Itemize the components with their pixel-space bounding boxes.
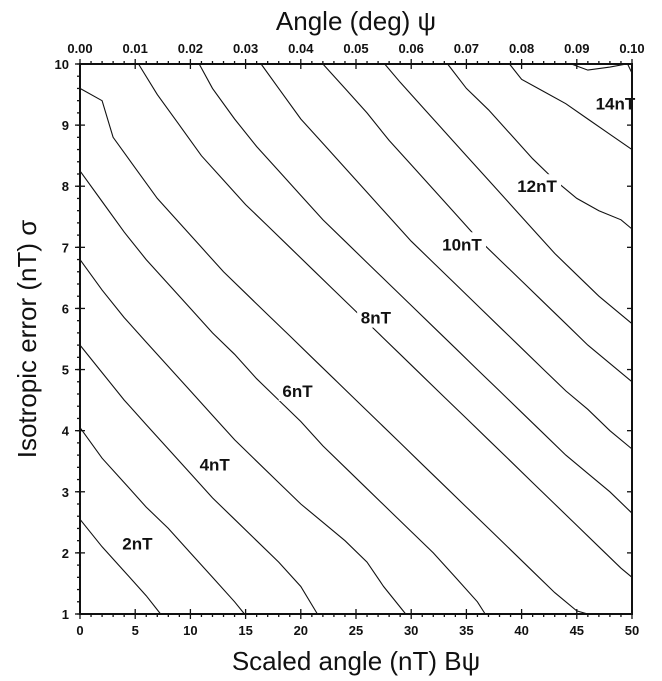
y-tick-label: 3 (62, 485, 69, 500)
x-axis-title: Scaled angle (nT) Bψ (232, 646, 480, 676)
contour-line-14 (571, 63, 627, 71)
y-tick-label: 4 (62, 424, 70, 439)
x-tick-label: 30 (404, 623, 418, 638)
contour-lines (79, 63, 633, 615)
contour-label-background (591, 91, 640, 114)
y-tick-label: 5 (62, 363, 69, 378)
contour-label-background (357, 305, 395, 328)
contour-label-4nT: 4nT (200, 455, 231, 474)
contour-line-13 (509, 63, 633, 151)
top-tick-label: 0.02 (178, 41, 203, 56)
y-axis-title: Isotropic error (nT) σ (12, 220, 42, 459)
top-tick-label: 0.04 (288, 41, 314, 56)
plot-frame (79, 63, 633, 615)
contour-label-2nT: 2nT (122, 535, 153, 554)
contour-line-8 (198, 63, 633, 514)
contour-line-1 (79, 518, 162, 615)
x-tick-label: 10 (183, 623, 197, 638)
x-tick-label: 5 (132, 623, 139, 638)
contour-line-12 (447, 63, 633, 230)
contour-line-9 (260, 63, 633, 450)
contour-label-12nT: 12nT (517, 177, 557, 196)
contour-label-6nT: 6nT (282, 382, 313, 401)
y-tick-label: 8 (62, 179, 69, 194)
contour-line-6 (79, 87, 588, 615)
contour-label-background (195, 452, 234, 475)
y-tick-label: 10 (55, 57, 69, 72)
y-tick-label: 7 (62, 240, 69, 255)
top-tick-label: 0.08 (509, 41, 534, 56)
top-tick-label: 0.07 (454, 41, 479, 56)
top-tick-label: 0.03 (233, 41, 258, 56)
y-tick-label: 1 (62, 607, 69, 622)
contour-line-10 (322, 63, 633, 383)
contour-label-10nT: 10nT (442, 235, 482, 254)
x-tick-label: 20 (294, 623, 308, 638)
top-tick-label: 0.00 (67, 41, 92, 56)
y-tick-label: 6 (62, 301, 69, 316)
contour-label-8nT: 8nT (361, 309, 392, 328)
top-axis-title: Angle (deg) ψ (276, 6, 436, 36)
contour-label-background (513, 174, 562, 197)
contour-label-background (437, 232, 486, 255)
top-tick-label: 0.06 (399, 41, 424, 56)
contour-line-3 (79, 344, 318, 615)
x-tick-label: 50 (625, 623, 639, 638)
x-tick-label: 25 (349, 623, 363, 638)
contour-label-14nT: 14nT (596, 95, 636, 114)
top-tick-label: 0.05 (343, 41, 368, 56)
contour-label-background (118, 531, 157, 554)
x-tick-label: 45 (570, 623, 584, 638)
y-tick-label: 2 (62, 546, 69, 561)
contour-line-7 (138, 63, 633, 578)
contour-labels: 2nT 4nT 6nT 8nT 10nT 12nT 14nT (118, 91, 640, 554)
contour-line-5 (79, 170, 486, 615)
top-tick-label: 0.10 (619, 41, 644, 56)
top-tick-label: 0.01 (123, 41, 148, 56)
y-tick-label: 9 (62, 118, 69, 133)
x-tick-label: 0 (76, 623, 83, 638)
contour-line-11 (384, 63, 633, 325)
x-tick-label: 35 (459, 623, 473, 638)
top-tick-label: 0.09 (564, 41, 589, 56)
contour-line-4 (79, 259, 407, 615)
x-tick-label: 15 (238, 623, 252, 638)
contour-line-2 (79, 427, 245, 615)
x-tick-label: 40 (514, 623, 528, 638)
contour-label-background (278, 378, 317, 401)
